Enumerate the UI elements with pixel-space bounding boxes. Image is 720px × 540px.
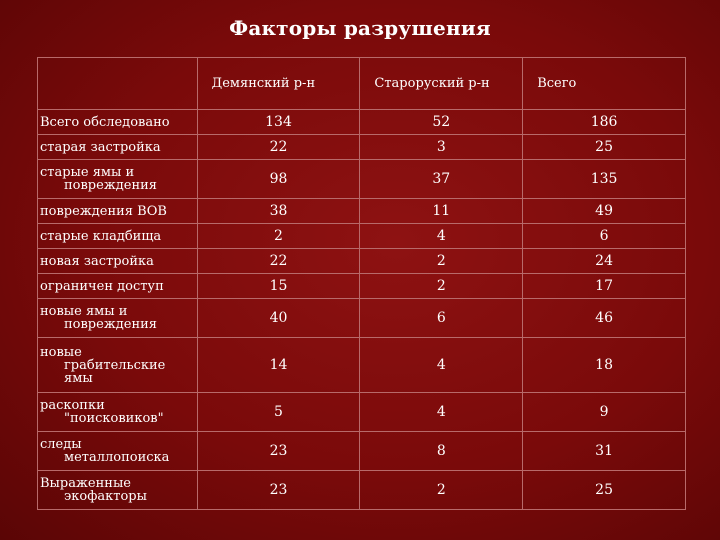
table-cell: 3 <box>359 134 524 160</box>
row-label: раскопки "поисковиков" <box>37 392 198 432</box>
row-label-line: раскопки <box>40 398 105 413</box>
row-label-line: повреждения <box>64 178 158 193</box>
row-label-line: металлопоиска <box>64 450 170 465</box>
row-label-line: ограничен доступ <box>40 278 164 294</box>
table-cell: 8 <box>359 431 524 471</box>
table-row: Всего обследовано 134 52 186 <box>37 109 686 135</box>
table-cell: 24 <box>522 248 686 274</box>
table-cell: 134 <box>196 109 361 135</box>
table-cell: 23 <box>196 470 361 510</box>
table-cell: 38 <box>196 198 361 224</box>
table-row: старые кладбища 2 4 6 <box>37 223 686 249</box>
row-label-line: старая застройка <box>40 139 161 155</box>
table-row: повреждения ВОВ 38 11 49 <box>37 198 686 224</box>
row-label: старые кладбища <box>37 223 198 249</box>
table-cell: 23 <box>196 431 361 471</box>
row-label: старая застройка <box>37 134 198 160</box>
row-label: старые ямы и повреждения <box>37 159 198 199</box>
table-header-row: Демянский р-н Староруский р-н Всего <box>37 57 686 110</box>
row-label-line: Всего обследовано <box>40 114 170 130</box>
table-cell: 49 <box>522 198 686 224</box>
table-cell: 2 <box>359 470 524 510</box>
table-row: новая застройка 22 2 24 <box>37 248 686 274</box>
table-cell: 2 <box>359 273 524 299</box>
table-cell: 25 <box>522 134 686 160</box>
header-empty-cell <box>37 57 198 110</box>
table-cell: 6 <box>522 223 686 249</box>
row-label: следы металлопоиска <box>37 431 198 471</box>
table-row: старая застройка 22 3 25 <box>37 134 686 160</box>
table-cell: 37 <box>359 159 524 199</box>
table-row: Выраженные экофакторы 23 2 25 <box>37 470 686 510</box>
row-label-line: старые кладбища <box>40 228 162 244</box>
row-label: Всего обследовано <box>37 109 198 135</box>
row-label-line: повреждения <box>64 317 158 332</box>
table-cell: 9 <box>522 392 686 432</box>
table-cell: 4 <box>359 337 524 393</box>
table-cell: 186 <box>522 109 686 135</box>
table-row: старые ямы и повреждения 98 37 135 <box>37 159 686 199</box>
slide-title: Факторы разрушения <box>229 16 491 40</box>
row-label-line: Выраженные <box>40 476 131 491</box>
table-cell: 4 <box>359 392 524 432</box>
column-header: Староруский р-н <box>359 57 524 110</box>
table-row: ограничен доступ 15 2 17 <box>37 273 686 299</box>
row-label: Выраженные экофакторы <box>37 470 198 510</box>
table-cell: 52 <box>359 109 524 135</box>
row-label-line: повреждения ВОВ <box>40 203 167 219</box>
table-cell: 15 <box>196 273 361 299</box>
table-row: следы металлопоиска 23 8 31 <box>37 431 686 471</box>
table-row: новые грабительские ямы 14 4 18 <box>37 337 686 393</box>
row-label-line: новые ямы и <box>40 304 128 319</box>
row-label-line: новые <box>40 344 82 360</box>
table-cell: 17 <box>522 273 686 299</box>
table-cell: 11 <box>359 198 524 224</box>
row-label-line: экофакторы <box>64 489 147 504</box>
table-cell: 135 <box>522 159 686 199</box>
row-label-line: "поисковиков" <box>64 411 164 426</box>
table-cell: 22 <box>196 248 361 274</box>
table-cell: 2 <box>196 223 361 249</box>
table-row: новые ямы и повреждения 40 6 46 <box>37 298 686 338</box>
table-cell: 14 <box>196 337 361 393</box>
row-label: новые грабительские ямы <box>37 337 198 393</box>
column-header: Всего <box>522 57 686 110</box>
row-label: новые ямы и повреждения <box>37 298 198 338</box>
table-cell: 5 <box>196 392 361 432</box>
row-label: повреждения ВОВ <box>37 198 198 224</box>
table-row: раскопки "поисковиков" 5 4 9 <box>37 392 686 432</box>
row-label-line: следы <box>40 437 82 452</box>
table-cell: 22 <box>196 134 361 160</box>
table-cell: 40 <box>196 298 361 338</box>
table-cell: 31 <box>522 431 686 471</box>
destruction-factors-table: Демянский р-н Староруский р-н Всего Всег… <box>37 57 686 510</box>
row-label: ограничен доступ <box>37 273 198 299</box>
row-label-line: грабительские <box>64 357 166 373</box>
table-cell: 98 <box>196 159 361 199</box>
row-label: новая застройка <box>37 248 198 274</box>
table-cell: 25 <box>522 470 686 510</box>
table-cell: 46 <box>522 298 686 338</box>
column-header: Демянский р-н <box>196 57 361 110</box>
table-cell: 18 <box>522 337 686 393</box>
row-label-line: ямы <box>64 370 93 386</box>
table-cell: 2 <box>359 248 524 274</box>
row-label-line: старые ямы и <box>40 165 135 180</box>
row-label-line: новая застройка <box>40 253 154 269</box>
table-cell: 6 <box>359 298 524 338</box>
table-cell: 4 <box>359 223 524 249</box>
